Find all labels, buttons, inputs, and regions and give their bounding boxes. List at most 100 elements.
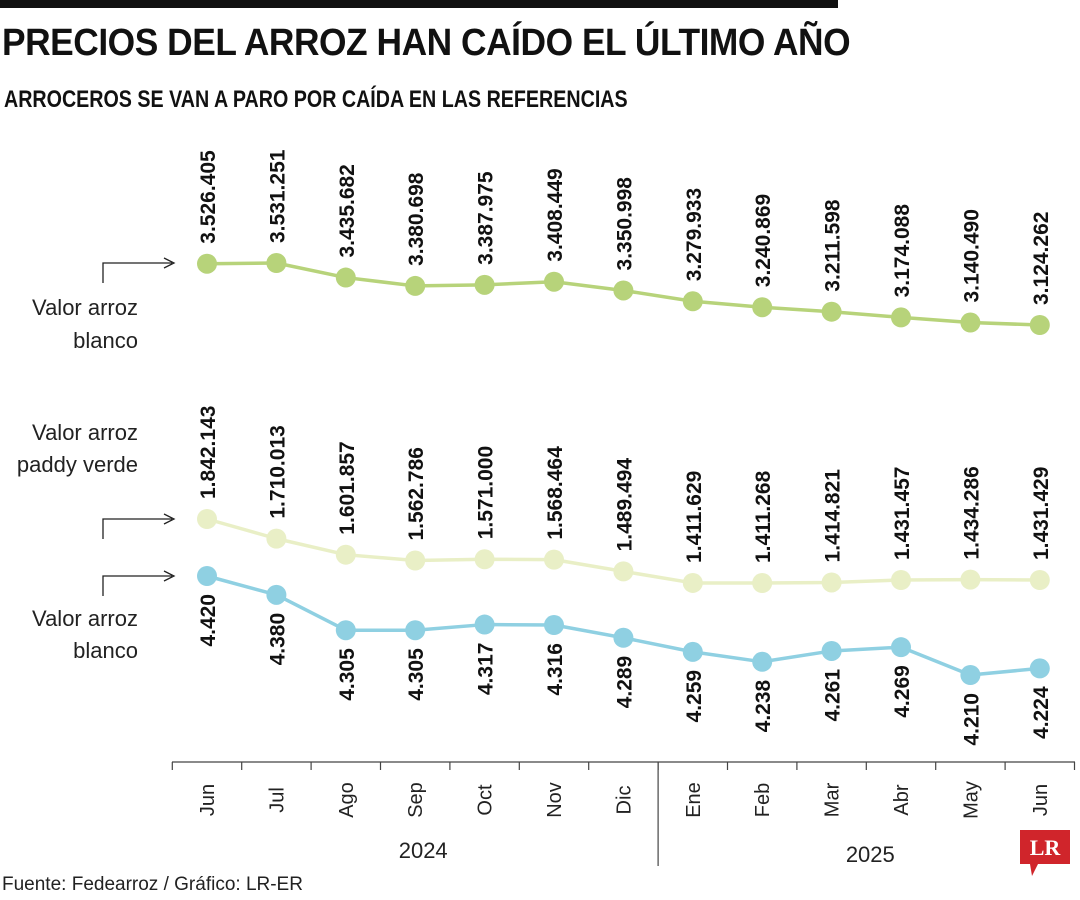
- data-label: 3.174.088: [891, 204, 914, 298]
- source-note: Fuente: Fedearroz / Gráfico: LR-ER: [2, 874, 303, 895]
- data-label: 4.305: [405, 648, 428, 701]
- x-tick-label: Abr: [891, 784, 913, 815]
- series-name-label: paddy verde: [17, 452, 138, 477]
- x-tick-label: Nov: [544, 782, 566, 818]
- data-point: [1029, 315, 1050, 335]
- data-point: [1029, 570, 1050, 591]
- top-rule: [0, 0, 838, 8]
- x-tick-label: Dic: [613, 786, 635, 815]
- data-label: 1.411.268: [752, 470, 775, 563]
- series-name-label: Valor arroz: [32, 606, 138, 631]
- x-tick-label: Mar: [822, 782, 844, 817]
- data-point: [752, 651, 773, 672]
- data-point: [544, 615, 564, 636]
- data-point: [752, 297, 773, 318]
- x-tick-label: Jul: [266, 787, 288, 813]
- data-point: [1029, 658, 1050, 679]
- data-label: 4.224: [1030, 686, 1053, 739]
- data-label: 1.431.457: [891, 467, 914, 560]
- x-axis: Jun Jul Ago Sep Oct Nov Dic Ene Feb Mar Abr May Jun 2…: [171, 761, 1076, 867]
- data-label: 4.261: [822, 669, 845, 722]
- data-point: [405, 620, 426, 641]
- data-point: [613, 627, 634, 648]
- data-label: 3.350.998: [613, 177, 636, 271]
- data-label: 4.259: [683, 670, 706, 723]
- series-name-label: blanco: [73, 328, 138, 353]
- arrow-head-icon: [163, 570, 176, 582]
- data-point: [682, 291, 703, 312]
- data-label: 1.710.013: [266, 425, 289, 518]
- data-label: 3.140.490: [960, 209, 983, 302]
- lr-logo: LR: [1020, 830, 1070, 876]
- arrow-head-icon: [163, 513, 176, 525]
- series-name-label: Valor arroz: [32, 295, 138, 320]
- x-tick-label: May: [960, 781, 982, 819]
- chart-subtitle: ARROCEROS SE VAN A PARO POR CAÍDA EN LAS…: [4, 86, 628, 113]
- data-label: 4.305: [336, 648, 359, 701]
- data-label: 3.279.933: [683, 188, 706, 281]
- data-label: 4.380: [266, 613, 289, 666]
- data-label: 1.568.464: [544, 446, 567, 540]
- series-layer: [197, 253, 1050, 685]
- data-point: [891, 570, 911, 591]
- data-point: [682, 641, 703, 662]
- data-label: 4.316: [544, 643, 567, 696]
- data-point: [335, 267, 356, 288]
- x-tick-label: Feb: [752, 783, 774, 817]
- data-label: 1.431.429: [1030, 467, 1053, 560]
- data-point: [335, 620, 356, 641]
- value-labels: 3.526.405 3.531.251 3.435.682 3.380.698 3.38…: [197, 149, 1053, 745]
- series-name-label: Valor arroz: [32, 420, 138, 445]
- data-point: [405, 550, 426, 571]
- x-tick-label: Sep: [405, 782, 427, 818]
- data-point: [197, 566, 217, 586]
- pointer-arrow: [102, 262, 172, 283]
- x-tick-label: Jun: [197, 784, 219, 816]
- data-label: 3.240.869: [752, 194, 775, 287]
- data-label: 4.210: [960, 693, 983, 746]
- data-label: 3.408.449: [544, 168, 567, 261]
- data-label: 1.411.629: [683, 471, 706, 563]
- data-point: [613, 561, 634, 582]
- data-point: [266, 584, 287, 605]
- series-name-label: blanco: [73, 638, 138, 663]
- data-point: [821, 301, 842, 322]
- data-point: [405, 275, 426, 296]
- data-label: 4.238: [752, 679, 775, 732]
- data-label: 4.420: [197, 594, 220, 647]
- data-point: [335, 544, 356, 565]
- data-label: 3.380.698: [405, 172, 428, 266]
- data-point: [197, 253, 217, 274]
- x-tick-label: Ago: [336, 782, 358, 818]
- data-point: [474, 549, 495, 570]
- data-point: [266, 528, 287, 549]
- data-label: 3.124.262: [1030, 212, 1053, 305]
- data-label: 3.435.682: [336, 164, 359, 257]
- pointer-arrow: [102, 575, 172, 596]
- data-label: 4.269: [891, 665, 914, 718]
- data-point: [474, 274, 495, 295]
- data-point: [474, 614, 495, 635]
- data-point: [960, 665, 981, 685]
- data-point: [544, 271, 564, 292]
- data-label: 1.562.786: [405, 447, 428, 540]
- year-label: 2024: [399, 838, 448, 863]
- data-label: 3.526.405: [197, 150, 220, 244]
- data-label: 1.434.286: [960, 466, 983, 559]
- data-point: [821, 640, 842, 661]
- svg-text:LR: LR: [1030, 835, 1062, 860]
- data-label: 1.571.000: [475, 446, 498, 539]
- series-side-labels: Valor arroz blanco Valor arroz paddy verde V…: [17, 257, 176, 663]
- data-point: [197, 509, 217, 529]
- data-point: [891, 307, 911, 328]
- data-point: [891, 637, 911, 658]
- data-label: 1.414.821: [822, 469, 845, 563]
- data-label: 3.211.598: [822, 199, 845, 292]
- data-label: 3.387.975: [475, 171, 498, 265]
- data-label: 1.842.143: [197, 406, 220, 499]
- arrow-head-icon: [163, 257, 176, 269]
- data-label: 4.317: [475, 643, 498, 696]
- data-point: [821, 572, 842, 593]
- data-point: [960, 312, 981, 333]
